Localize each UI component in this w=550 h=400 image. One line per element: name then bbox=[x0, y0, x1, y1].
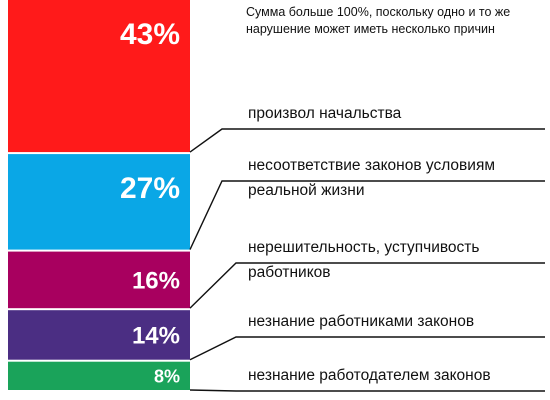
chart-note-line-1: Сумма больше 100%, поскольку одно и то ж… bbox=[246, 5, 511, 19]
chart-note-line-2: нарушение может иметь несколько причин bbox=[246, 22, 495, 36]
data-label: 43% bbox=[120, 18, 180, 51]
category-label: работников bbox=[248, 264, 331, 281]
chart-note: Сумма больше 100%, поскольку одно и то ж… bbox=[246, 4, 546, 38]
category-label: незнание работодателем законов bbox=[248, 367, 491, 384]
leader-line bbox=[189, 180, 545, 250]
data-label: 16% bbox=[132, 268, 180, 295]
data-label: 8% bbox=[154, 366, 180, 386]
category-label: незнание работниками законов bbox=[248, 313, 474, 330]
data-label: 27% bbox=[120, 172, 180, 205]
leader-line bbox=[189, 336, 545, 361]
data-label: 14% bbox=[132, 323, 180, 350]
category-label: нерешительность, уступчивость bbox=[248, 239, 479, 256]
leader-line bbox=[189, 128, 545, 153]
category-label: несоответствие законов условиям bbox=[248, 157, 495, 174]
leader-line bbox=[189, 389, 545, 392]
bar-segment bbox=[8, 154, 190, 250]
bar-segment bbox=[8, 251, 190, 309]
category-label: произвол начальства bbox=[248, 105, 402, 122]
leader-line bbox=[189, 262, 545, 309]
bar-segment bbox=[8, 0, 190, 153]
bar-segment bbox=[8, 361, 190, 390]
category-label: реальной жизни bbox=[248, 182, 364, 199]
bar-segment bbox=[8, 310, 190, 360]
